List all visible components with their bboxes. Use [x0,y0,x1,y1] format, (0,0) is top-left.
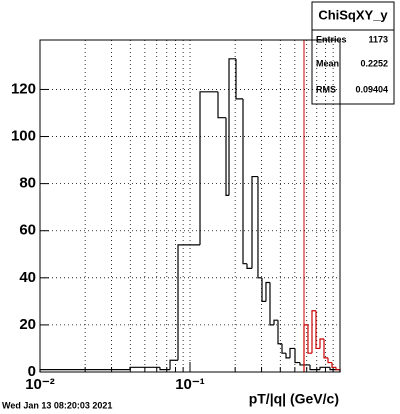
x-tick-label: 10⁻¹ [175,376,205,393]
histogram-bin [129,366,161,370]
histogram-bin [269,282,275,326]
histogram-bin [217,91,227,119]
histogram-bin [242,98,248,265]
histogram-bin [294,348,301,364]
y-tick-label: 80 [19,175,36,192]
histogram-bin [309,364,320,371]
histogram-bin [311,310,316,354]
y-tick-label: 20 [19,316,36,333]
histogram-bin [177,244,201,361]
y-tick-label: 100 [11,128,36,145]
x-tick-label: 10⁻² [25,376,55,393]
histogram-bin [285,353,291,359]
histogram-bin [319,338,324,349]
y-tick-label: 0 [28,363,36,380]
histogram-bin [277,320,283,345]
histogram-bin [307,324,312,354]
histogram-bin [265,281,270,302]
histogram-bin [225,117,230,197]
footer-date: Wed Jan 13 08:20:03 2021 [2,400,112,410]
stats-value: 0.2252 [360,58,388,68]
histogram-bin [289,347,296,358]
histogram-bin [261,277,266,302]
stats-label: Mean [316,58,339,68]
stats-label: Entries [316,34,347,44]
histogram-bin [281,343,286,354]
histogram-bin [299,362,311,366]
histogram-bin [257,176,263,279]
histogram-bin [228,58,236,196]
y-tick-label: 120 [11,80,36,97]
histogram-bin [331,362,336,368]
stats-title: ChiSqXY_y [318,7,388,22]
histogram-bin [169,359,179,370]
stats-value: 1173 [368,34,388,44]
x-axis-title: pT/|q| (GeV/c) [249,391,339,407]
histogram-bin [235,58,244,100]
stats-value: 0.09404 [355,84,388,94]
y-tick-label: 60 [19,222,36,239]
histogram-bin [315,310,320,350]
histogram-bin [303,324,308,372]
histogram-bin [246,263,252,269]
histogram-bin [251,175,258,269]
histogram-bin [323,339,329,359]
histogram-bin [159,367,171,371]
histogram-bin [199,91,219,245]
histogram-bin [273,319,279,325]
histogram-bin [327,357,332,364]
histogram-bin [335,367,341,372]
stats-label: RMS [316,84,336,94]
histogram-bin [319,366,330,370]
y-tick-label: 40 [19,269,36,286]
plot-frame [39,39,341,373]
